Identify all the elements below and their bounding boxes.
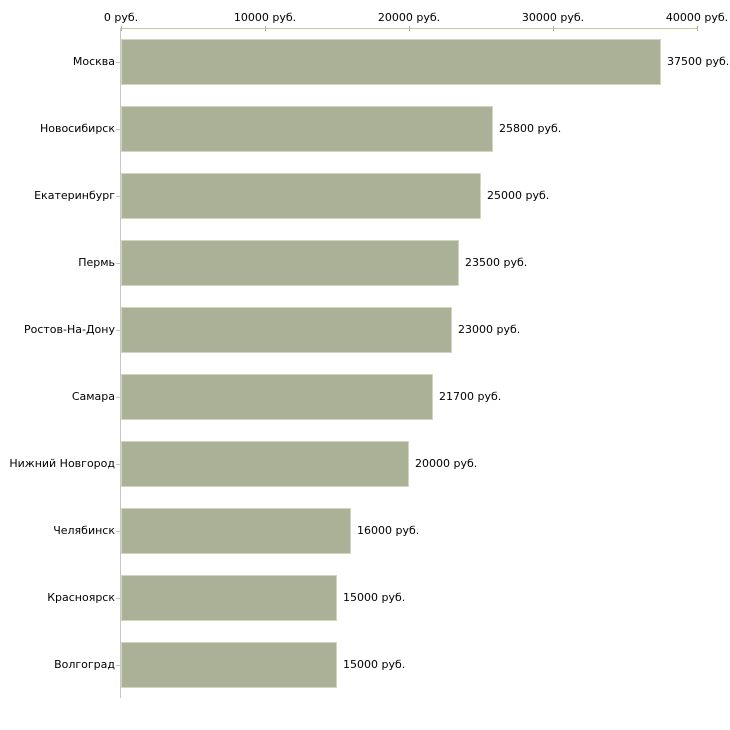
category-tick-mark (116, 195, 121, 197)
bar (121, 440, 409, 487)
x-axis-tick-mark (553, 26, 554, 31)
x-axis-tick-mark (121, 26, 122, 31)
x-axis-tick-mark (265, 26, 266, 31)
category-label: Новосибирск (39, 121, 115, 135)
value-label: 23000 руб. (458, 322, 521, 336)
category-tick-mark (116, 262, 121, 264)
x-axis-tick-label: 10000 руб. (233, 11, 297, 24)
category-tick-mark (116, 530, 121, 532)
category-tick-mark (116, 329, 121, 331)
bar (121, 105, 493, 152)
bar (121, 239, 459, 286)
value-label: 23500 руб. (465, 255, 528, 269)
value-label: 15000 руб. (343, 590, 406, 604)
category-tick-mark (116, 597, 121, 599)
category-label: Красноярск (47, 590, 115, 604)
category-tick-mark (116, 396, 121, 398)
category-label: Ростов-На-Дону (23, 322, 115, 336)
x-axis-tick-label: 0 руб. (103, 11, 139, 24)
category-label: Волгоград (54, 657, 115, 671)
category-label: Пермь (78, 255, 115, 269)
category-label: Самара (71, 389, 115, 403)
value-label: 21700 руб. (439, 389, 502, 403)
category-tick-mark (116, 463, 121, 465)
category-label: Нижний Новгород (9, 456, 115, 470)
bar (121, 306, 452, 353)
category-axis-line (120, 28, 121, 698)
value-label: 16000 руб. (357, 523, 420, 537)
x-axis-tick-label: 40000 руб. (665, 11, 729, 24)
value-label: 25800 руб. (499, 121, 562, 135)
value-label: 15000 руб. (343, 657, 406, 671)
category-label: Москва (72, 54, 115, 68)
category-tick-mark (116, 61, 121, 63)
category-tick-mark (116, 664, 121, 666)
bar (121, 172, 481, 219)
category-label: Екатеринбург (34, 188, 115, 202)
bar (121, 641, 337, 688)
value-label: 37500 руб. (667, 54, 730, 68)
value-label: 25000 руб. (487, 188, 550, 202)
bar (121, 507, 351, 554)
x-axis-tick-mark (697, 26, 698, 31)
bar (121, 373, 433, 420)
x-axis-tick-label: 20000 руб. (377, 11, 441, 24)
category-label: Челябинск (53, 523, 115, 537)
category-tick-mark (116, 128, 121, 130)
bar (121, 38, 661, 85)
bar (121, 574, 337, 621)
x-axis-tick-label: 30000 руб. (521, 11, 585, 24)
x-axis-tick-mark (409, 26, 410, 31)
value-label: 20000 руб. (415, 456, 478, 470)
